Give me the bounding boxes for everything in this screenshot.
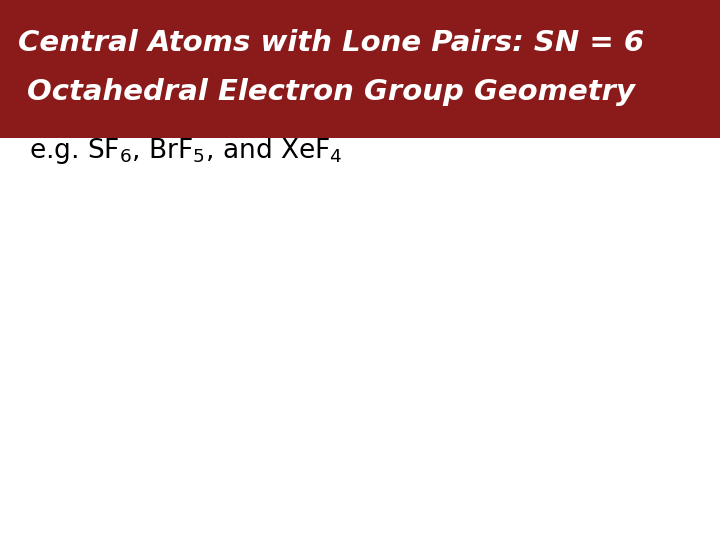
Text: e.g. SF$_6$, BrF$_5$, and XeF$_4$: e.g. SF$_6$, BrF$_5$, and XeF$_4$ [29,136,343,166]
Text: Central Atoms with Lone Pairs: SN = 6: Central Atoms with Lone Pairs: SN = 6 [18,29,644,57]
Bar [0,0,720,138]
Text: Octahedral Electron Group Geometry: Octahedral Electron Group Geometry [27,78,635,106]
